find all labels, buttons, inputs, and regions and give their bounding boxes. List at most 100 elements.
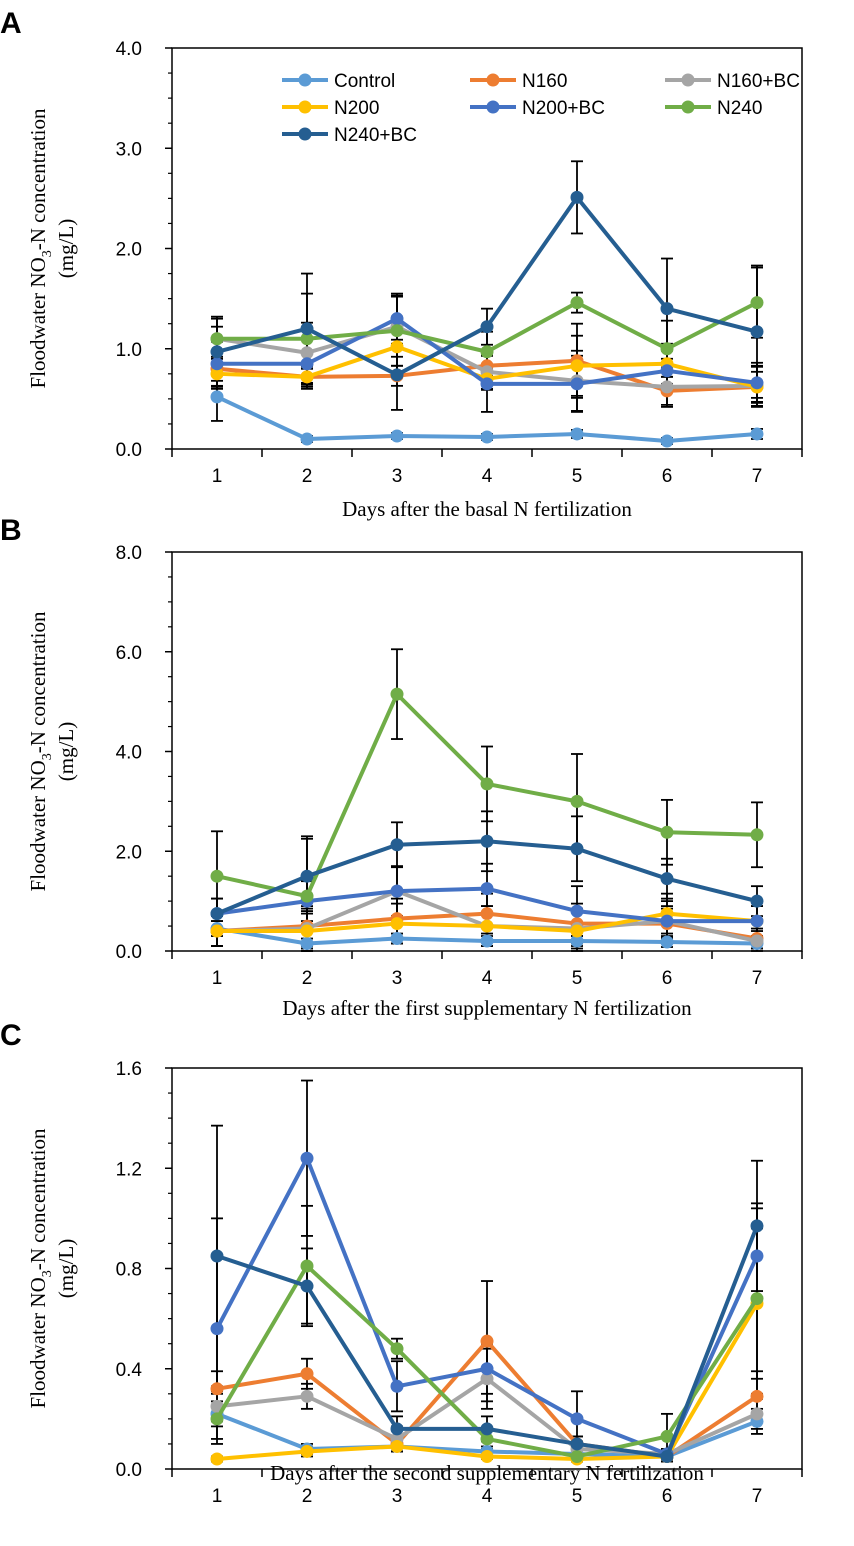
data-point <box>300 332 314 346</box>
data-point <box>390 368 404 382</box>
x-tick-label: 2 <box>302 1486 313 1507</box>
legend-item-n200-bc: N200+BC <box>470 98 605 119</box>
x-tick-label: 7 <box>752 968 763 989</box>
series-n240-bc <box>210 190 764 382</box>
data-point <box>300 924 314 938</box>
legend-label: N240+BC <box>334 125 417 146</box>
data-point <box>300 1367 314 1381</box>
data-point <box>750 296 764 310</box>
data-point <box>210 332 224 346</box>
data-point <box>300 1444 314 1458</box>
data-point <box>570 377 584 391</box>
data-point <box>300 937 314 951</box>
y-tick-label: 8.0 <box>116 543 142 564</box>
data-point <box>480 834 494 848</box>
legend-swatch-marker <box>681 73 695 87</box>
data-point <box>390 917 404 931</box>
data-point <box>300 1259 314 1273</box>
data-point <box>750 1407 764 1421</box>
x-tick-label: 4 <box>482 968 493 989</box>
data-point <box>660 914 674 928</box>
x-tick-label: 4 <box>482 1486 493 1507</box>
x-tick-label: 6 <box>662 1486 673 1507</box>
x-axis-title: Days after the first supplementary N fer… <box>282 996 692 1020</box>
data-point <box>480 907 494 921</box>
data-point <box>660 1429 674 1443</box>
data-point <box>210 1322 224 1336</box>
y-tick-label: 2.0 <box>116 842 142 863</box>
data-point <box>660 1449 674 1463</box>
data-point <box>660 364 674 378</box>
data-point <box>390 687 404 701</box>
data-point <box>480 320 494 334</box>
legend-label: N200 <box>334 98 379 119</box>
x-tick-label: 1 <box>212 1486 223 1507</box>
data-point <box>390 932 404 946</box>
data-point <box>750 376 764 390</box>
y-axis-unit: (mg/L) <box>54 722 78 781</box>
x-tick-label: 2 <box>302 968 313 989</box>
y-tick-label: 0.0 <box>116 440 142 461</box>
data-point <box>480 1449 494 1463</box>
legend-label: N160 <box>522 71 567 92</box>
x-tick-label: 3 <box>392 1486 403 1507</box>
data-point <box>570 1449 584 1463</box>
data-point <box>390 838 404 852</box>
data-point <box>570 1437 584 1451</box>
data-point <box>660 935 674 949</box>
y-tick-label: 3.0 <box>116 139 142 160</box>
data-point <box>750 828 764 842</box>
data-point <box>390 340 404 354</box>
legend-item-n240: N240 <box>665 98 762 119</box>
data-point <box>480 919 494 933</box>
y-axis-unit: (mg/L) <box>54 1239 78 1298</box>
y-tick-label: 4.0 <box>116 39 142 60</box>
legend-label: N200+BC <box>522 98 605 119</box>
data-point <box>210 1452 224 1466</box>
data-point <box>660 342 674 356</box>
legend-swatch-marker <box>681 100 695 114</box>
y-axis-title: Floodwater NO3-N concentration <box>26 611 55 891</box>
y-tick-label: 0.8 <box>116 1260 142 1281</box>
data-point <box>300 889 314 903</box>
x-tick-label: 1 <box>212 466 223 487</box>
series-control <box>210 390 764 448</box>
x-tick-label: 5 <box>572 1486 583 1507</box>
y-tick-label: 0.4 <box>116 1360 143 1381</box>
y-tick-label: 1.0 <box>116 340 142 361</box>
series-n240 <box>210 296 764 359</box>
y-tick-label: 0.0 <box>116 1460 142 1481</box>
data-point <box>300 357 314 371</box>
data-point <box>750 914 764 928</box>
data-point <box>210 869 224 883</box>
chart-panel-a: 0.0 1.0 2.0 3.0 4.0 1 2 3 4 5 6 7 Days after the bas… <box>26 39 803 521</box>
series-n200-bc <box>210 312 764 391</box>
y-tick-label: 4.0 <box>116 743 142 764</box>
legend-item-n160-bc: N160+BC <box>665 71 800 92</box>
legend-swatch-marker <box>486 100 500 114</box>
x-tick-label: 3 <box>392 968 403 989</box>
data-point <box>210 1249 224 1263</box>
data-point <box>750 1389 764 1403</box>
data-point <box>390 429 404 443</box>
data-point <box>300 1389 314 1403</box>
x-tick-label: 4 <box>482 466 493 487</box>
data-point <box>210 1412 224 1426</box>
x-tick-label: 5 <box>572 968 583 989</box>
data-point <box>480 430 494 444</box>
data-point <box>210 357 224 371</box>
x-axis-title: Days after the second supplementary N fe… <box>270 1461 704 1485</box>
data-point <box>570 904 584 918</box>
legend-swatch-marker <box>298 127 312 141</box>
data-point <box>480 345 494 359</box>
data-point <box>570 359 584 373</box>
data-point <box>660 434 674 448</box>
data-point <box>750 427 764 441</box>
panel-label-b: B <box>0 514 22 547</box>
y-tick-label: 2.0 <box>116 240 142 261</box>
data-point <box>570 1412 584 1426</box>
x-tick-label: 2 <box>302 466 313 487</box>
x-tick-label: 7 <box>752 1486 763 1507</box>
data-point <box>750 325 764 339</box>
